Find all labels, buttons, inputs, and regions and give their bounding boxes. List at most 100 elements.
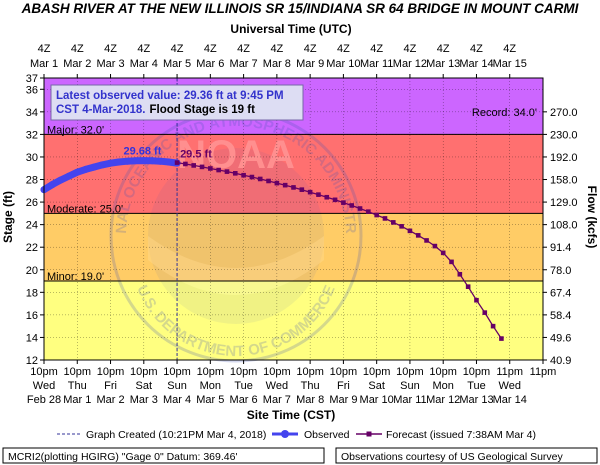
bottom-tick-label-date: Mar 13 [459,394,493,406]
bottom-tick-label-date: Mar 4 [163,394,191,406]
forecast-point [440,250,446,256]
bottom-tick-label-date: Mar 1 [63,394,91,406]
legend-observed: Observed [304,429,350,441]
forecast-point [257,176,263,182]
legend-forecast-marker [366,431,372,437]
series-layer: 29.68 ft 29.5 ft [40,146,504,341]
top-tick-label-date: Mar 9 [296,58,324,70]
top-tick-label-date: Mar 2 [63,58,91,70]
forecast-point [274,180,280,186]
flow-tick-label: 78.0 [550,265,571,277]
top-tick-label-hour: 4Z [104,43,117,55]
y-tick-label: 24 [26,220,38,232]
bottom-tick-label-day: Wed [499,380,521,392]
peak-value-label: 29.68 ft [123,146,161,158]
x-axis-title: Site Time (CST) [247,408,335,422]
top-tick-label-hour: 4Z [470,43,483,55]
flow-tick-label: 67.4 [550,287,571,299]
chart-title: ABASH RIVER AT THE NEW ILLINOIS SR 15/IN… [21,1,579,16]
flow-tick-label: 230.0 [550,129,578,141]
bottom-tick-label-time: 10pm [263,366,291,378]
bottom-tick-label-date: Mar 8 [296,394,324,406]
observed-point [57,176,65,184]
bottom-tick-label-time: 10pm [97,366,125,378]
forecast-point [332,197,338,203]
forecast-point [174,160,180,165]
y-tick-label: 14 [26,332,38,344]
bottom-tick-label-day: Sun [167,380,187,392]
forecast-point [282,182,288,188]
observed-point [90,163,98,171]
y-tick-label: 16 [26,310,38,322]
forecast-point [357,206,363,211]
forecast-point [382,216,388,221]
top-tick-label-hour: 4Z [404,43,417,55]
forecast-point [391,220,396,225]
flood-category-lines: Minor: 19.0' Moderate: 25.0' Major: 32.0' R… [44,107,543,283]
flow-tick-label: 192.0 [550,152,578,164]
bottom-tick-label-date: Mar 10 [360,394,394,406]
forecast-point [499,336,504,341]
top-tick-label-date: Mar 3 [96,58,124,70]
y-tick-label: 12 [26,355,38,367]
top-tick-label-hour: 4Z [137,43,150,55]
legend-graph-created: Graph Created (10:21PM Mar 4, 2018) [86,429,266,441]
y-tick-label: 22 [26,242,38,254]
latest-value-label: 29.5 ft [180,149,212,161]
top-tick-label-date: Mar 12 [393,58,427,70]
bottom-tick-label-date: Mar 9 [329,394,357,406]
forecast-point [324,194,330,200]
y-tick-label: 34 [26,107,38,119]
top-tick-label-date: Mar 7 [230,58,258,70]
bottom-tick-label-time: 10pm [296,366,324,378]
bottom-tick-label-time: 10pm [363,366,391,378]
observed-point [82,165,90,173]
bottom-tick-label-date: Mar 12 [426,394,460,406]
top-tick-label-hour: 4Z [370,43,383,55]
footer-left: MCRI2(plotting HGIRG) "Gage 0" Datum: 36… [8,451,237,463]
y-tick-label: 28 [26,175,38,187]
forecast-point [266,178,271,184]
footer-left-box [2,447,325,464]
top-tick-label-date: Mar 11 [360,58,393,70]
forecast-point [366,209,371,214]
top-tick-label-date: Mar 5 [163,58,191,70]
y-tick-label: 36 [26,84,38,96]
forecast-point [415,233,421,238]
forecast-point [490,323,496,329]
forecast-point [349,203,355,208]
category-label-record: Record: 34.0' [472,107,537,119]
forecast-point [424,238,429,243]
forecast-point [232,171,238,176]
bottom-tick-label-time: 10pm [197,366,225,378]
y2-axis-title: Flow (kcfs) [585,186,599,249]
y-tick-label: 18 [26,287,38,299]
forecast-point [474,297,479,303]
flow-tick-label: 270.0 [550,107,578,119]
bottom-tick-label-date: Mar 6 [230,394,258,406]
bottom-tick-label-day: Fri [104,380,117,392]
bottom-tick-label-day: Sun [400,380,420,392]
observed-point [140,157,148,165]
bottom-tick-label-time: 10pm [230,366,258,378]
forecast-point [241,172,246,178]
forecast-point [341,200,346,205]
band-minor [44,281,543,360]
top-tick-label-date: Mar 6 [196,58,224,70]
forecast-point [316,192,321,197]
top-tick-label-date: Mar 15 [493,58,527,70]
bottom-tick-label-date: Mar 14 [493,394,527,406]
observed-point [107,159,115,167]
top-tick-label-hour: 4Z [171,43,184,55]
top-tick-label-hour: 4Z [38,43,51,55]
flow-tick-label: 58.4 [550,310,571,322]
forecast-point [482,310,488,315]
bottom-tick-label-time: 10pm [30,366,58,378]
top-tick-label-hour: 4Z [503,43,516,55]
bottom-tick-label-day: Fri [337,380,350,392]
bottom-tick-label-date: Mar 2 [96,394,124,406]
observed-point [156,157,164,165]
watermark-center-text: NOAA [177,133,295,177]
